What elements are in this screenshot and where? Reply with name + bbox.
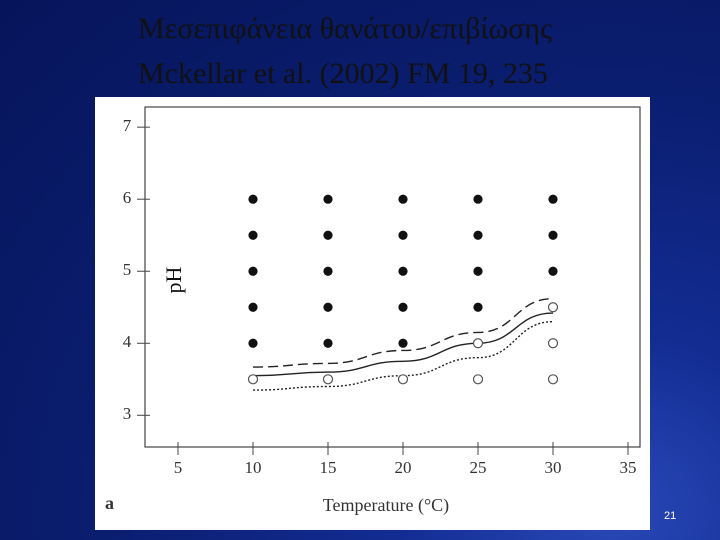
growth-point: [548, 194, 558, 204]
x-tick-label: 30: [545, 458, 562, 477]
growth-point: [248, 302, 258, 312]
no-growth-point: [247, 374, 259, 385]
boundary-curve: [252, 312, 554, 377]
y-tick-label: 3: [123, 404, 132, 423]
growth-point: [398, 302, 408, 312]
x-tick-label: 15: [320, 458, 337, 477]
title-line: Μεσεπιφάνεια θανάτου/επιβίωσης: [138, 12, 552, 45]
growth-point: [323, 194, 333, 204]
growth-point: [473, 302, 483, 312]
growth-point: [323, 266, 333, 276]
growth-point: [398, 230, 408, 240]
chart-panel: [95, 97, 650, 530]
y-axis-label: pH: [161, 266, 186, 293]
no-growth-point: [322, 374, 334, 385]
growth-point: [248, 338, 258, 348]
x-tick-label: 35: [620, 458, 637, 477]
growth-point: [323, 302, 333, 312]
y-tick-label: 7: [123, 116, 132, 135]
x-tick-label: 20: [395, 458, 412, 477]
growth-point: [398, 338, 408, 348]
growth-point: [548, 230, 558, 240]
boundary-curve: [252, 297, 554, 368]
no-growth-point: [547, 374, 559, 385]
title-line: Mckellar et al. (2002) FM 19, 235: [138, 57, 548, 90]
growth-point: [323, 230, 333, 240]
growth-point: [548, 266, 558, 276]
x-tick-label: 10: [245, 458, 262, 477]
growth-point: [473, 266, 483, 276]
boundary-curve: [252, 320, 554, 391]
y-tick-label: 5: [123, 260, 132, 279]
growth-point: [398, 194, 408, 204]
growth-point: [398, 266, 408, 276]
growth-point: [248, 194, 258, 204]
no-growth-point: [472, 374, 484, 385]
panel-label: a: [105, 493, 114, 513]
y-tick-label: 4: [123, 332, 132, 351]
x-axis-label: Temperature (°C): [323, 495, 449, 516]
growth-point: [248, 266, 258, 276]
growth-point: [323, 338, 333, 348]
x-tick-label: 5: [174, 458, 183, 477]
page-number: 21: [664, 510, 677, 522]
no-growth-point: [547, 302, 559, 313]
growth-point: [248, 230, 258, 240]
x-tick-label: 25: [470, 458, 487, 477]
growth-point: [473, 194, 483, 204]
no-growth-point: [472, 338, 484, 349]
no-growth-point: [547, 338, 559, 349]
no-growth-point: [397, 374, 409, 385]
y-tick-label: 6: [123, 188, 132, 207]
growth-point: [473, 230, 483, 240]
plot-frame: [144, 106, 641, 448]
